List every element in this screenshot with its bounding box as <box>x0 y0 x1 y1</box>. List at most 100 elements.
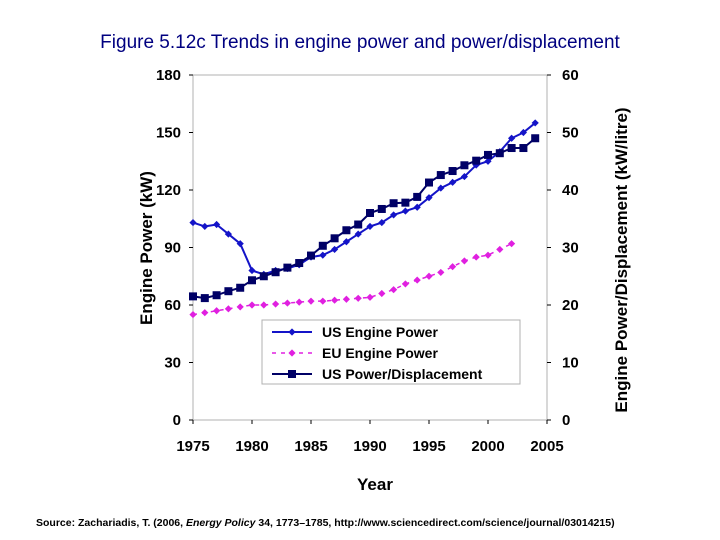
data-point <box>283 263 292 272</box>
data-point <box>390 286 398 294</box>
data-point <box>448 167 457 176</box>
data-point <box>401 280 409 288</box>
data-point <box>413 192 422 201</box>
data-point <box>366 209 374 217</box>
data-point <box>272 300 280 308</box>
source-suffix: 34, 1773–1785, http://www.sciencedirect.… <box>255 517 615 529</box>
data-point <box>318 241 327 250</box>
x-tick-label: 2000 <box>471 438 504 455</box>
data-point <box>449 263 457 271</box>
legend-swatch-marker <box>288 370 296 378</box>
legend-item: EU Engine Power <box>272 345 438 361</box>
y-axis-label: Engine Power (kW) <box>137 171 156 325</box>
data-point <box>378 289 386 298</box>
series-line <box>192 242 512 316</box>
legend-item: US Engine Power <box>272 324 438 340</box>
data-point <box>319 251 327 259</box>
y2-tick-label: 60 <box>562 67 579 84</box>
y-tick-label: 90 <box>164 240 181 257</box>
data-point <box>342 238 350 246</box>
data-point <box>389 199 398 208</box>
source-prefix: Source: Zachariadis, T. (2006, <box>36 517 186 529</box>
y2-axis-label: Engine Power/Displacement (kW/litre) <box>612 107 631 412</box>
data-point <box>390 211 398 219</box>
data-point <box>508 240 516 248</box>
data-point <box>425 178 433 187</box>
data-point <box>342 226 351 235</box>
data-point <box>307 297 315 305</box>
data-point <box>189 310 197 319</box>
data-point <box>248 276 256 285</box>
y2-tick-label: 0 <box>562 412 570 429</box>
data-point <box>472 156 481 165</box>
data-point <box>295 298 303 306</box>
data-point <box>354 294 362 302</box>
data-point <box>377 204 386 213</box>
x-tick-label: 1985 <box>294 438 327 455</box>
data-point <box>436 171 445 180</box>
data-point <box>248 266 256 275</box>
data-point <box>259 272 268 281</box>
data-point <box>200 294 209 303</box>
series-us-power-displacement <box>189 134 540 303</box>
data-point <box>460 172 468 181</box>
data-point <box>366 222 374 231</box>
data-point <box>425 194 433 202</box>
data-point <box>484 157 492 165</box>
data-point <box>413 203 421 211</box>
y-tick-label: 180 <box>156 67 181 84</box>
source-citation: Source: Zachariadis, T. (2006, Energy Po… <box>36 517 615 529</box>
y2-tick-label: 50 <box>562 125 579 142</box>
data-point <box>531 134 540 143</box>
data-point <box>531 119 539 127</box>
x-tick-label: 1995 <box>412 438 445 455</box>
y2-tick-label: 20 <box>562 297 579 314</box>
x-axis-label: Year <box>357 475 393 494</box>
data-point <box>236 283 245 292</box>
data-point <box>248 301 256 309</box>
data-point <box>437 268 445 277</box>
y-tick-label: 150 <box>156 125 181 142</box>
data-point <box>449 178 457 186</box>
data-point <box>201 222 209 231</box>
data-point <box>319 297 327 305</box>
legend: US Engine Power EU Engine Power US Power/D… <box>261 319 521 385</box>
data-point <box>495 149 504 158</box>
data-point <box>330 234 339 243</box>
legend-swatch-marker <box>288 328 296 336</box>
y-tick-label: 30 <box>164 355 181 372</box>
data-point <box>496 245 504 254</box>
data-point <box>224 230 232 238</box>
legend-box <box>261 319 521 385</box>
data-point <box>519 128 527 137</box>
x-tick-label: 1975 <box>176 438 209 455</box>
data-point <box>212 291 221 300</box>
data-point <box>283 299 291 307</box>
data-point <box>460 161 469 170</box>
data-point <box>236 240 244 248</box>
data-point <box>331 296 339 304</box>
y2-tick-label: 10 <box>562 355 579 372</box>
data-point <box>201 309 209 317</box>
data-point <box>413 276 421 284</box>
legend-swatch-marker <box>288 349 296 357</box>
data-point <box>354 230 362 238</box>
legend-item: US Power/Displacement <box>272 366 483 382</box>
y-tick-label: 60 <box>164 297 181 314</box>
data-point <box>508 134 516 142</box>
data-point <box>189 292 197 301</box>
y2-tick-label: 40 <box>562 182 579 199</box>
data-point <box>460 257 468 265</box>
data-point <box>519 144 528 153</box>
series-eu-engine-power <box>189 240 516 319</box>
legend-label: US Power/Displacement <box>322 366 483 382</box>
data-point <box>378 218 386 227</box>
source-journal: Energy Policy <box>185 517 256 529</box>
x-tick-label: 1980 <box>235 438 268 455</box>
data-point <box>224 305 232 313</box>
data-point <box>484 251 492 259</box>
data-point <box>224 287 233 296</box>
legend-label: EU Engine Power <box>322 345 438 361</box>
data-point <box>331 245 339 254</box>
